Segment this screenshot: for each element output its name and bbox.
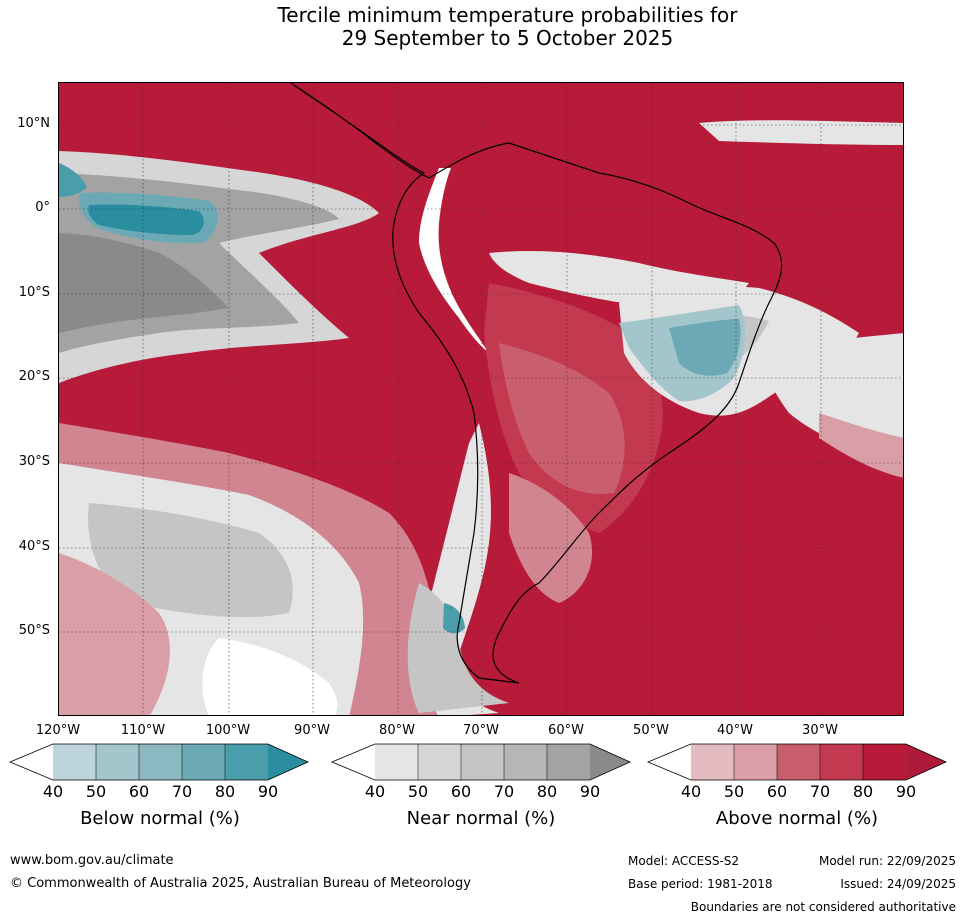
region-below-patagonia — [443, 603, 465, 634]
above-tick-60: 60 — [766, 782, 788, 801]
lat-label-20s: 20°S — [18, 369, 50, 384]
lon-label-40w: 40°W — [717, 723, 753, 738]
below-dividers — [95, 744, 226, 780]
lon-label-100w: 100°W — [205, 723, 251, 738]
near-dividers — [417, 744, 548, 780]
near-swatch-3 — [461, 744, 504, 780]
near-swatch-1 — [375, 744, 418, 780]
above-tick-50: 50 — [723, 782, 745, 801]
below-label: Below normal (%) — [80, 808, 240, 829]
region-near-north-atlantic — [699, 120, 903, 145]
title-line-1: Tercile minimum temperature probabilitie… — [277, 3, 738, 27]
near-tick-90: 90 — [579, 782, 601, 801]
below-tick-80: 80 — [214, 782, 236, 801]
lon-label-80w: 80°W — [379, 723, 415, 738]
region-above-interior-70 — [499, 343, 625, 494]
lat-label-10s: 10°S — [18, 285, 50, 300]
above-label: Above normal (%) — [715, 808, 879, 829]
below-tick-50: 50 — [85, 782, 107, 801]
below-outline — [8, 743, 309, 781]
colorbar-above — [646, 743, 947, 781]
above-swatch-0 — [648, 744, 691, 780]
above-swatch-4 — [820, 744, 863, 780]
above-swatch-1 — [691, 744, 734, 780]
near-tick-70: 70 — [493, 782, 515, 801]
below-tick-70: 70 — [171, 782, 193, 801]
model-text: Model: ACCESS-S2 — [628, 854, 740, 868]
below-swatch-6 — [268, 744, 308, 780]
above-swatch-5 — [863, 744, 906, 780]
region-below-pacific-west — [59, 163, 87, 197]
title-line-2: 29 September to 5 October 2025 — [341, 26, 674, 50]
near-label: Near normal (%) — [406, 808, 556, 829]
below-tick-40: 40 — [42, 782, 64, 801]
model-run-text: Model run: 22/09/2025 — [818, 854, 956, 868]
lat-label-30s: 30°S — [18, 454, 50, 469]
region-below-pacific-90 — [88, 204, 204, 235]
near-swatch-2 — [418, 744, 461, 780]
below-tick-90: 90 — [257, 782, 279, 801]
disclaimer-text: Boundaries are not considered authoritat… — [690, 900, 956, 914]
below-swatch-1 — [53, 744, 96, 780]
below-swatch-0 — [10, 744, 53, 780]
above-tick-90: 90 — [895, 782, 917, 801]
below-swatch-3 — [139, 744, 182, 780]
lon-label-120w: 120°W — [35, 723, 81, 738]
region-below-brazil-70 — [669, 319, 741, 376]
base-period-text: Base period: 1981-2018 — [628, 877, 773, 891]
lon-label-90w: 90°W — [294, 723, 330, 738]
lat-label-40s: 40°S — [18, 539, 50, 554]
above-outline — [646, 743, 947, 781]
below-tick-60: 60 — [128, 782, 150, 801]
above-swatch-2 — [734, 744, 777, 780]
lat-label-0: 0° — [35, 200, 50, 215]
below-swatch-4 — [182, 744, 225, 780]
near-swatch-0 — [332, 744, 375, 780]
lon-label-60w: 60°W — [548, 723, 584, 738]
near-swatch-6 — [590, 744, 630, 780]
near-tick-50: 50 — [407, 782, 429, 801]
region-white-andes-streak — [419, 168, 489, 353]
near-tick-40: 40 — [364, 782, 386, 801]
above-dividers — [733, 744, 864, 780]
near-tick-60: 60 — [450, 782, 472, 801]
continent-coastline — [290, 83, 783, 684]
map-canvas — [59, 83, 903, 715]
above-swatch-3 — [777, 744, 820, 780]
above-tick-70: 70 — [809, 782, 831, 801]
region-above-atlantic-50 — [819, 413, 903, 478]
copyright-text: © Commonwealth of Australia 2025, Austra… — [10, 876, 471, 891]
region-above-argentina-60 — [509, 473, 593, 603]
lon-label-70w: 70°W — [463, 723, 499, 738]
colorbar-near — [330, 743, 631, 781]
below-swatch-2 — [96, 744, 139, 780]
region-near-pacific-core — [59, 233, 229, 333]
map-title: Tercile minimum temperature probabilitie… — [0, 4, 965, 50]
lon-label-110w: 110°W — [120, 723, 166, 738]
near-swatch-4 — [504, 744, 547, 780]
graticule — [59, 83, 903, 715]
near-tick-80: 80 — [536, 782, 558, 801]
near-swatch-5 — [547, 744, 590, 780]
lat-label-10n: 10°N — [17, 116, 50, 131]
region-near-south-pacific-60 — [88, 503, 293, 618]
below-swatch-5 — [225, 744, 268, 780]
region-above-south-pacific-50 — [59, 553, 170, 715]
above-swatch-6 — [906, 744, 946, 780]
region-white-south-pacific — [202, 638, 338, 715]
probability-map — [58, 82, 904, 716]
issued-text: Issued: 24/09/2025 — [840, 877, 956, 891]
above-tick-40: 40 — [680, 782, 702, 801]
above-tick-80: 80 — [852, 782, 874, 801]
colorbar-below — [8, 743, 309, 781]
lon-label-30w: 30°W — [802, 723, 838, 738]
lat-label-50s: 50°S — [18, 623, 50, 638]
lon-label-50w: 50°W — [633, 723, 669, 738]
website-link[interactable]: www.bom.gov.au/climate — [10, 853, 174, 868]
near-outline — [330, 743, 631, 781]
